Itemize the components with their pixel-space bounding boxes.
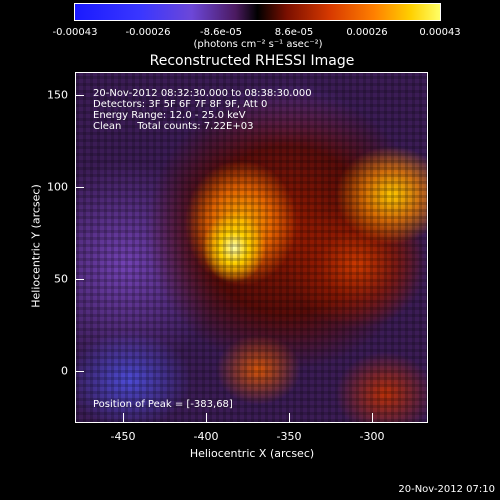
colorbar-tick-label: 0.00026 <box>346 27 388 38</box>
colorbar-tick-label: -0.00026 <box>125 27 171 38</box>
y-tick-mark <box>75 95 84 96</box>
y-tick-mark <box>75 187 84 188</box>
clean-counts-text: Clean Total counts: 7.22E+03 <box>93 121 254 132</box>
colorbar-tick-label: 8.6e-05 <box>274 27 314 38</box>
pixel-texture <box>76 73 427 422</box>
image-title: Reconstructed RHESSI Image <box>149 53 355 69</box>
y-tick-mark <box>75 279 84 280</box>
y-tick-label: 100 <box>47 180 68 194</box>
x-tick-mark <box>206 413 207 422</box>
x-axis-label: Heliocentric X (arcsec) <box>189 447 315 460</box>
rhessi-image-plot: 20-Nov-2012 08:32:30.000 to 08:38:30.000… <box>75 72 428 423</box>
colorbar-tick-label: -8.6e-05 <box>200 27 242 38</box>
time-range-text: 20-Nov-2012 08:32:30.000 to 08:38:30.000 <box>93 88 312 99</box>
x-tick-label: -350 <box>276 430 302 443</box>
y-tick-label: 0 <box>61 364 68 378</box>
energy-range-text: Energy Range: 12.0 - 25.0 keV <box>93 110 246 121</box>
x-tick-label: -450 <box>110 430 136 443</box>
y-axis-label: Heliocentric Y (arcsec) <box>29 184 43 308</box>
y-tick-label: 50 <box>54 272 68 286</box>
x-tick-label: -300 <box>359 430 385 443</box>
colorbar-units: (photons cm⁻² s⁻¹ asec⁻²) <box>193 39 323 50</box>
y-tick-mark <box>75 371 84 372</box>
colorbar-tick-label: 0.00043 <box>419 27 461 38</box>
y-tick-label: 150 <box>47 88 68 102</box>
x-tick-label: -400 <box>193 430 219 443</box>
x-tick-mark <box>289 413 290 422</box>
detectors-text: Detectors: 3F 5F 6F 7F 8F 9F, Att 0 <box>93 99 268 110</box>
x-tick-mark <box>123 413 124 422</box>
colorbar-tick-label: -0.00043 <box>52 27 98 38</box>
x-tick-mark <box>372 413 373 422</box>
render-timestamp: 20-Nov-2012 07:10 <box>398 484 495 495</box>
colorbar <box>74 3 441 21</box>
peak-position-text: Position of Peak = [-383,68] <box>93 399 233 410</box>
